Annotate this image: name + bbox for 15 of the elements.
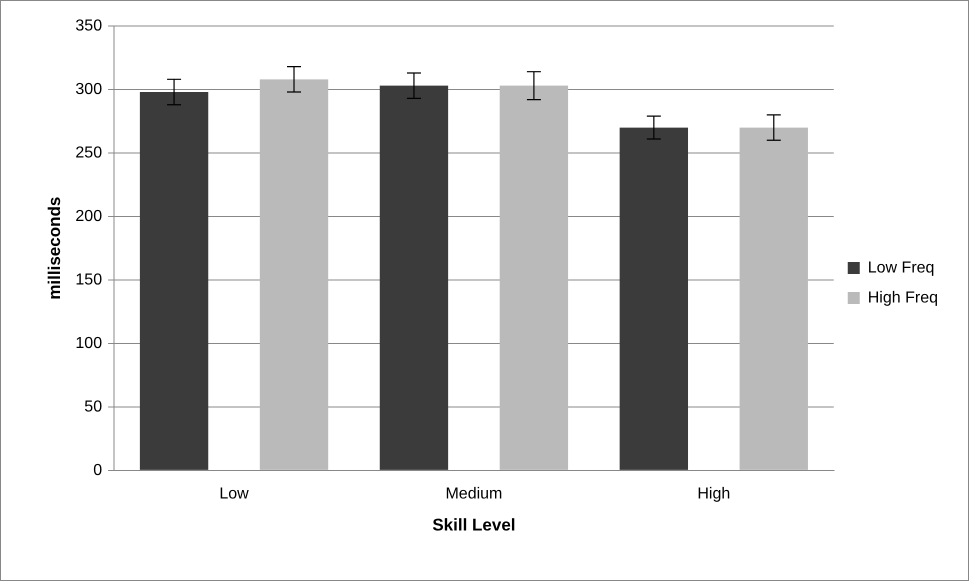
y-axis-title: milliseconds <box>44 196 64 300</box>
y-tick-label: 300 <box>75 80 102 98</box>
y-tick-label: 0 <box>93 462 102 479</box>
y-tick-label: 200 <box>75 208 102 225</box>
x-tick-label: High <box>697 485 730 502</box>
legend-label: Low Freq <box>868 259 934 276</box>
y-tick-label: 50 <box>84 398 102 416</box>
y-tick-label: 150 <box>75 271 102 288</box>
y-tick-label: 100 <box>75 334 102 352</box>
y-tick-label: 250 <box>75 144 102 162</box>
x-tick-label: Low <box>219 485 250 502</box>
x-tick-label: Medium <box>445 485 502 502</box>
y-tick-label: 350 <box>75 17 102 34</box>
x-axis-title: Skill Level <box>432 515 516 534</box>
legend-label: High Freq <box>868 289 938 306</box>
